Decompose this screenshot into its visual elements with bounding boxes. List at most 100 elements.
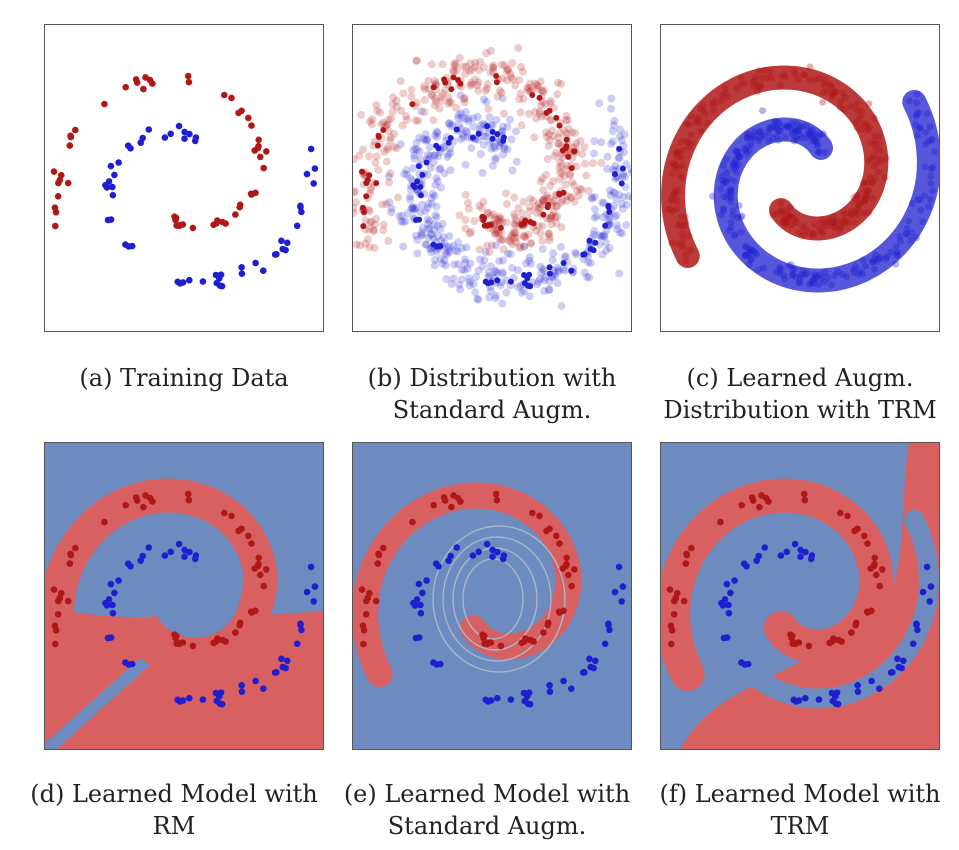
augmented-sample	[471, 58, 480, 67]
augmented-sample	[840, 106, 848, 114]
caption-d-line1: (d) Learned Model with	[30, 780, 318, 808]
augmented-sample	[574, 191, 583, 200]
plot-e	[352, 442, 632, 750]
augmented-sample	[481, 86, 490, 95]
augmented-sample	[461, 160, 470, 169]
augmented-sample	[387, 114, 395, 123]
augmented-sample	[406, 174, 415, 183]
data-point	[109, 191, 117, 199]
augmented-sample	[864, 126, 872, 134]
augmented-sample	[730, 232, 738, 240]
augmented-sample	[619, 193, 628, 201]
augmented-sample	[407, 204, 416, 213]
augmented-sample	[527, 239, 536, 248]
data-point	[797, 553, 804, 560]
augmented-sample	[790, 265, 798, 272]
augmented-sample	[511, 213, 520, 222]
augmented-sample	[561, 252, 570, 261]
augmented-sample	[465, 274, 473, 283]
augmented-sample	[717, 97, 725, 105]
augmented-sample	[540, 276, 549, 284]
augmented-sample	[452, 103, 461, 112]
augmented-sample	[507, 73, 516, 82]
augmented-sample	[729, 207, 737, 215]
augmented-sample	[457, 265, 466, 274]
augmented-sample	[495, 142, 504, 150]
augmented-sample	[864, 157, 872, 165]
augmented-sample	[488, 161, 497, 170]
data-point	[50, 168, 58, 175]
augmented-sample	[868, 154, 875, 162]
augmented-sample	[424, 84, 433, 93]
augmented-sample	[720, 180, 727, 188]
data-point	[777, 552, 785, 559]
augmented-sample	[446, 144, 455, 153]
data-point	[844, 512, 851, 520]
augmented-sample	[545, 214, 554, 223]
augmented-sample	[611, 174, 620, 183]
augmented-sample	[523, 86, 532, 95]
augmented-sample	[872, 251, 880, 259]
decision-contour	[442, 536, 552, 662]
augmented-sample	[677, 138, 685, 146]
augmented-sample	[367, 183, 376, 192]
augmented-sample	[757, 127, 764, 135]
augmented-sample	[896, 232, 904, 240]
augmented-sample	[914, 196, 922, 204]
augmented-sample	[422, 240, 431, 249]
data-point	[181, 135, 188, 142]
augmented-sample	[810, 137, 818, 144]
data-point	[419, 589, 426, 597]
caption-d-line2: RM	[152, 812, 196, 840]
augmented-sample	[423, 170, 432, 179]
augmented-sample	[841, 209, 849, 217]
data-point	[563, 554, 570, 562]
augmented-sample	[769, 211, 777, 219]
data-point	[186, 548, 193, 556]
augmented-sample	[546, 116, 555, 125]
augmented-sample	[928, 136, 936, 143]
augmented-sample	[434, 232, 442, 241]
data-point	[829, 697, 837, 705]
data-point	[616, 145, 623, 152]
augmented-sample	[733, 214, 741, 221]
data-point	[484, 639, 492, 647]
augmented-sample	[819, 130, 827, 138]
augmented-sample	[730, 165, 738, 173]
augmented-sample	[438, 259, 447, 268]
data-point	[717, 518, 724, 526]
augmented-sample	[386, 133, 395, 142]
augmented-sample	[535, 109, 544, 118]
augmented-sample	[427, 193, 436, 202]
augmented-sample	[536, 203, 545, 212]
data-point	[191, 137, 199, 145]
augmented-sample	[527, 259, 535, 268]
data-point	[248, 540, 255, 547]
augmented-sample	[376, 108, 384, 117]
data-point	[442, 79, 449, 86]
data-point	[122, 501, 129, 509]
data-point	[834, 700, 842, 708]
augmented-sample	[676, 220, 684, 228]
data-point	[107, 580, 115, 588]
augmented-sample	[430, 76, 439, 85]
augmented-sample	[550, 269, 559, 278]
augmented-sample	[451, 246, 460, 255]
augmented-sample	[831, 223, 839, 231]
augmented-sample	[495, 257, 504, 266]
augmented-sample	[489, 225, 498, 234]
augmented-sample	[780, 71, 788, 79]
augmented-sample	[844, 219, 852, 227]
augmented-sample	[437, 97, 446, 106]
augmented-sample	[483, 209, 492, 217]
augmented-sample	[598, 213, 607, 222]
augmented-sample	[922, 128, 930, 136]
augmented-sample	[777, 199, 785, 207]
augmented-sample	[724, 188, 732, 195]
data-point	[102, 599, 109, 607]
augmented-sample	[502, 67, 511, 76]
augmented-sample	[549, 177, 557, 186]
augmented-sample	[525, 292, 534, 301]
data-point	[64, 597, 72, 605]
augmented-sample	[868, 179, 876, 187]
